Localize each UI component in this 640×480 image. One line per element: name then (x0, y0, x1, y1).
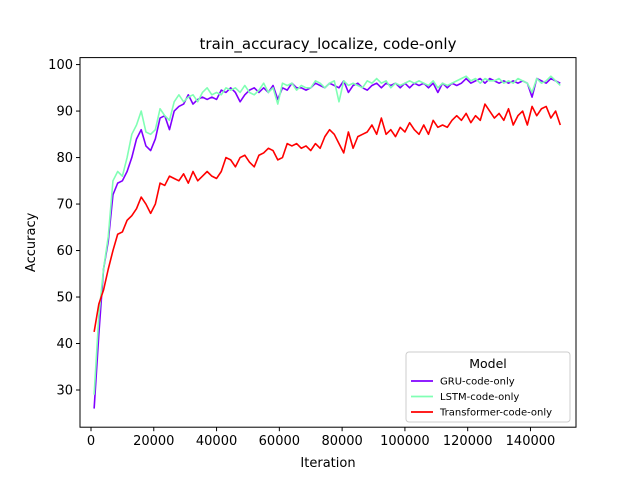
legend-box (405, 351, 571, 423)
y-tick-label: 40 (56, 337, 73, 352)
x-tick-label: 20000 (133, 434, 174, 449)
series-layer (93, 75, 562, 409)
x-tick-label: 100000 (380, 434, 430, 449)
chart-title: train_accuracy_localize, code-only (200, 35, 457, 54)
y-tick-label: 80 (56, 151, 73, 166)
y-tick-label: 100 (48, 58, 73, 73)
x-axis-label: Iteration (300, 456, 355, 471)
y-axis-label: Accuracy (24, 212, 39, 272)
y-tick-label: 90 (56, 105, 73, 120)
legend-entries: GRU-code-only LSTM-code-only Transformer-c… (411, 377, 552, 419)
legend-title: Model (469, 356, 507, 371)
x-tick-label: 40000 (196, 434, 237, 449)
y-tick-label: 50 (56, 291, 73, 306)
y-tick-label: 70 (56, 198, 73, 213)
legend-entry-label: Transformer-code-only (439, 408, 552, 419)
x-tick-label: 60000 (259, 434, 300, 449)
legend-entry-label: GRU-code-only (440, 377, 515, 388)
x-tick-label: 0 (87, 434, 95, 449)
x-axis: 0 20000 40000 60000 80000 100000 120000 140000 (87, 427, 555, 449)
series-line-LSTM-code-only (93, 75, 561, 395)
legend-entry-label: LSTM-code-only (440, 392, 519, 403)
x-tick-label: 120000 (443, 434, 493, 449)
plot-frame (79, 57, 577, 428)
legend: Model GRU-code-only LSTM-code-only Transfo… (405, 351, 571, 423)
x-tick-label: 140000 (506, 434, 556, 449)
series-line-Transformer-code-only (93, 103, 562, 333)
y-axis: 30 40 50 60 70 80 90 100 (48, 58, 80, 399)
y-tick-label: 30 (56, 384, 73, 399)
y-tick-label: 60 (56, 244, 73, 259)
x-tick-label: 80000 (321, 434, 362, 449)
